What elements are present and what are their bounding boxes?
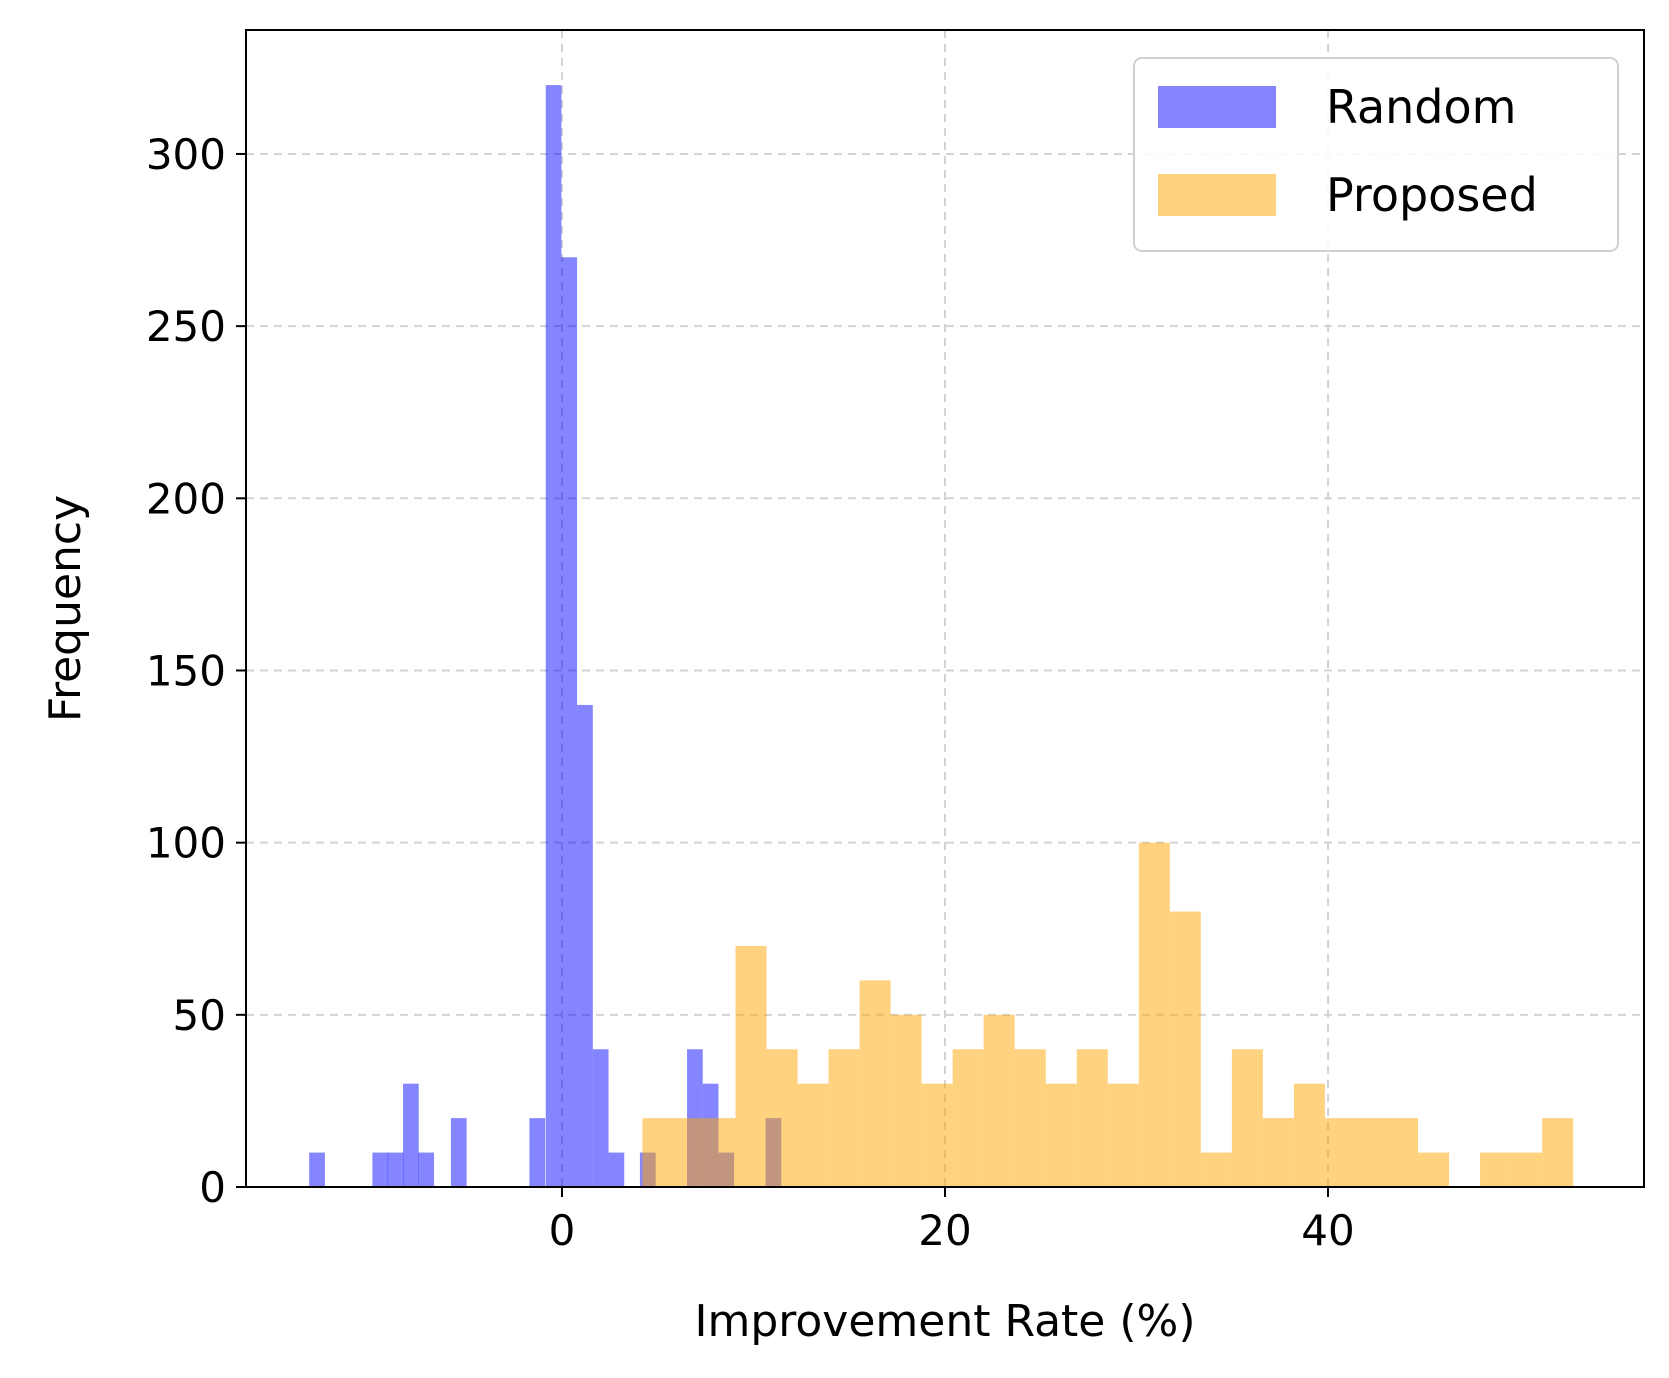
y-tick-label: 300: [146, 130, 226, 179]
y-tick-label: 200: [146, 474, 226, 523]
bar-proposed: [1542, 1118, 1574, 1187]
bar-proposed: [735, 945, 767, 1187]
legend-swatch-proposed: [1158, 174, 1276, 216]
bar-random: [309, 1152, 325, 1187]
series-proposed: [642, 842, 1574, 1187]
legend-swatch-random: [1158, 86, 1276, 128]
bar-random: [545, 85, 562, 1188]
bar-random: [577, 704, 593, 1187]
bar-proposed: [704, 1118, 736, 1187]
legend-label-random: Random: [1326, 80, 1516, 134]
bar-proposed: [1045, 1083, 1077, 1187]
bar-proposed: [1200, 1152, 1232, 1187]
bar-proposed: [1324, 1118, 1356, 1187]
y-tick-label: 0: [199, 1163, 226, 1212]
bar-proposed: [1511, 1152, 1543, 1187]
bar-random: [529, 1118, 546, 1187]
bar-proposed: [1480, 1152, 1512, 1187]
histogram-bars: [309, 85, 1574, 1188]
bar-random: [403, 1083, 419, 1187]
y-tick-label: 250: [146, 302, 226, 351]
bar-proposed: [890, 1014, 922, 1187]
axis-ticks: 0 20 40 0 50 100 150 200 250 300: [146, 130, 1355, 1255]
bar-random: [418, 1152, 435, 1187]
bar-proposed: [1262, 1118, 1294, 1187]
bar-proposed: [1014, 1049, 1046, 1187]
bar-proposed: [1076, 1049, 1108, 1187]
series-random: [309, 85, 782, 1188]
bar-random: [450, 1118, 467, 1187]
bar-proposed: [1386, 1118, 1419, 1187]
bar-proposed: [1107, 1083, 1139, 1187]
bar-proposed: [952, 1049, 984, 1187]
bar-proposed: [828, 1049, 860, 1187]
x-tick-label: 40: [1301, 1206, 1354, 1255]
bar-random: [592, 1049, 609, 1187]
x-axis-label: Improvement Rate (%): [695, 1296, 1196, 1347]
bar-proposed: [1169, 911, 1201, 1187]
bar-random: [372, 1152, 389, 1187]
bar-proposed: [1418, 1152, 1450, 1187]
bar-proposed: [1231, 1049, 1263, 1187]
bar-random: [561, 257, 578, 1188]
bar-proposed: [983, 1014, 1015, 1187]
x-tick-label: 0: [549, 1206, 576, 1255]
legend: Random Proposed: [1133, 57, 1619, 252]
bar-random: [608, 1152, 625, 1187]
bar-proposed: [859, 980, 891, 1187]
legend-label-proposed: Proposed: [1326, 168, 1538, 222]
bar-proposed: [921, 1083, 953, 1187]
y-tick-label: 100: [146, 819, 226, 868]
y-tick-label: 150: [146, 646, 226, 695]
bar-proposed: [766, 1049, 798, 1187]
y-tick-label: 50: [173, 991, 226, 1040]
bar-proposed: [642, 1118, 674, 1187]
bar-proposed: [1355, 1118, 1387, 1187]
bar-proposed: [673, 1118, 705, 1187]
y-axis-label: Frequency: [40, 495, 91, 722]
bar-proposed: [1138, 842, 1170, 1187]
bar-proposed: [797, 1083, 829, 1187]
bar-proposed: [1293, 1083, 1325, 1187]
bar-random: [387, 1152, 404, 1187]
x-tick-label: 20: [918, 1206, 971, 1255]
